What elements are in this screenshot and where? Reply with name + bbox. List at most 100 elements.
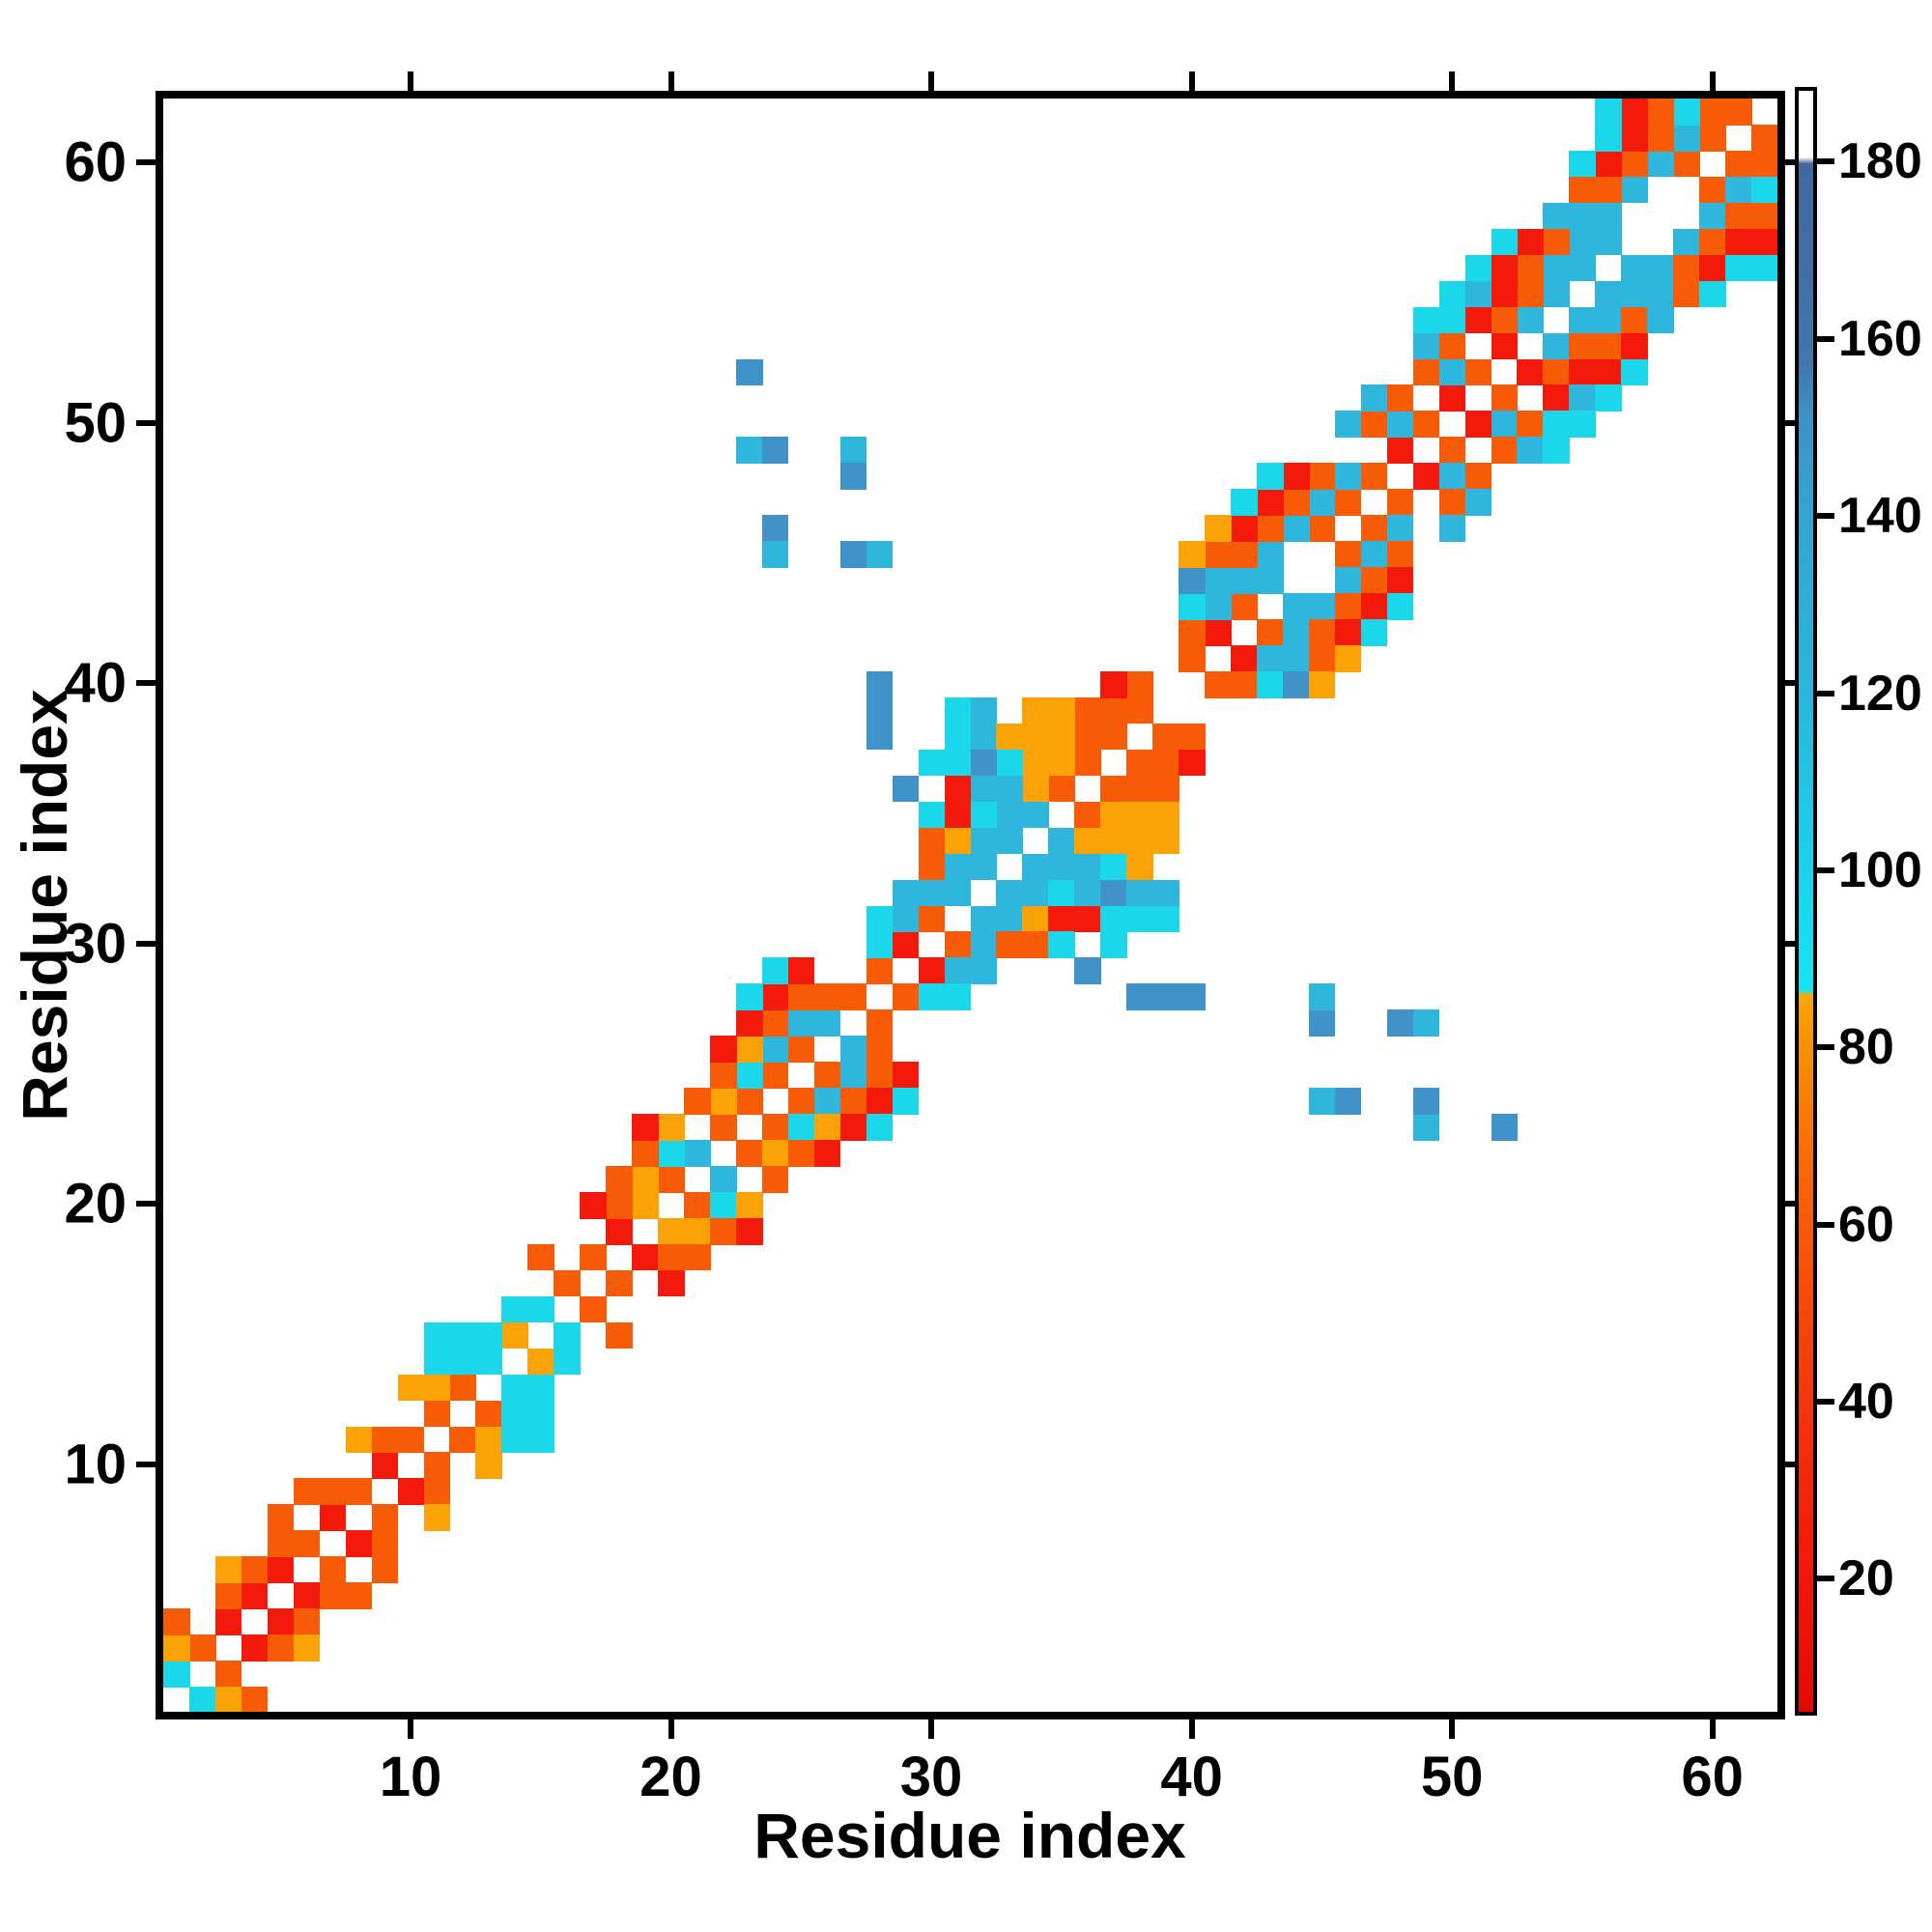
heatmap-cell (1386, 541, 1414, 568)
heatmap-cell (1412, 411, 1440, 438)
heatmap-cell (501, 1400, 528, 1428)
heatmap-cell (1360, 541, 1388, 568)
heatmap-cell (241, 1634, 269, 1662)
heatmap-cell (1386, 593, 1414, 620)
heatmap-cell (1074, 879, 1101, 907)
heatmap-cell (658, 1140, 685, 1167)
heatmap-cell (1751, 254, 1777, 282)
heatmap-cell (475, 1400, 502, 1428)
heatmap-cell (293, 1634, 321, 1662)
heatmap-cell (1595, 280, 1622, 308)
heatmap-cell (423, 1374, 451, 1402)
heatmap-cell (1360, 411, 1388, 438)
heatmap-cell (996, 749, 1024, 777)
heatmap-cell (735, 1088, 763, 1115)
heatmap-cell (1647, 306, 1674, 334)
heatmap-cell (423, 1478, 451, 1506)
x-axis-label: Residue index (753, 1800, 1186, 1871)
colorbar-tick (1817, 867, 1834, 873)
heatmap-cell (996, 801, 1024, 829)
colorbar-tick (1817, 1044, 1834, 1051)
heatmap-cell (1231, 489, 1258, 516)
heatmap-cell (658, 1217, 685, 1245)
heatmap-cell (1751, 124, 1777, 152)
heatmap-cell (735, 1009, 763, 1037)
axis-tick (1709, 1719, 1716, 1739)
heatmap-cell (839, 983, 867, 1010)
heatmap-cell (1699, 280, 1726, 308)
heatmap-cell (1438, 358, 1466, 386)
heatmap-cell (1412, 306, 1440, 334)
heatmap-cell (996, 775, 1024, 803)
heatmap-cell (1543, 228, 1571, 256)
heatmap-cell (319, 1556, 347, 1583)
heatmap-cell (1673, 280, 1700, 308)
heatmap-cell (1152, 775, 1179, 803)
heatmap-cell (866, 696, 894, 724)
heatmap-cell (1022, 775, 1049, 803)
heatmap-cell (866, 1062, 894, 1089)
heatmap-cell (1438, 306, 1466, 334)
axis-tick (668, 1719, 674, 1739)
heatmap-cell (1569, 332, 1596, 360)
heatmap-cell (580, 1295, 607, 1323)
heatmap-cell (1569, 358, 1596, 386)
heatmap-cell (1673, 254, 1700, 282)
axis-tick (408, 1719, 414, 1739)
heatmap-cell (1386, 567, 1414, 594)
heatmap-cell (658, 1114, 685, 1141)
heatmap-cell (761, 1062, 789, 1089)
heatmap-cell (527, 1400, 554, 1428)
heatmap-cell (1126, 983, 1153, 1010)
heatmap-cell (267, 1608, 295, 1635)
heatmap-cell (1673, 150, 1700, 178)
heatmap-cell (214, 1608, 242, 1635)
colorbar-tick-label: 100 (1838, 841, 1922, 898)
heatmap-cell (1438, 280, 1466, 308)
heatmap-cell (1725, 202, 1752, 230)
heatmap-cell (1491, 228, 1519, 256)
colorbar-tick-label: 160 (1838, 310, 1922, 367)
heatmap-cell (501, 1374, 528, 1402)
y-axis-label: Residue index (9, 689, 80, 1122)
heatmap-cell (658, 1166, 685, 1193)
heatmap-cell (1412, 1114, 1440, 1141)
heatmap-cell (1334, 593, 1362, 620)
heatmap-cell (1048, 879, 1075, 907)
heatmap-cell (1334, 644, 1362, 672)
heatmap-cell (554, 1269, 581, 1297)
heatmap-cell (475, 1348, 502, 1376)
heatmap-cell (1074, 801, 1101, 829)
heatmap-cell (423, 1348, 451, 1376)
heatmap-cell (1621, 332, 1648, 360)
heatmap-cell (1543, 358, 1571, 386)
heatmap-cell (709, 1191, 737, 1219)
heatmap-cell (839, 437, 867, 464)
heatmap-cell (163, 1608, 190, 1635)
heatmap-cell (1412, 1088, 1440, 1115)
heatmap-cell (345, 1478, 373, 1506)
heatmap-cell (1543, 411, 1571, 438)
axis-tick (1188, 1719, 1195, 1739)
heatmap-cell (527, 1426, 554, 1454)
heatmap-cell (1074, 827, 1101, 855)
heatmap-cell (1100, 670, 1127, 698)
heatmap-cell (1179, 723, 1206, 751)
y-tick-label: 10 (64, 1433, 127, 1496)
heatmap-cell (345, 1426, 373, 1454)
colorbar-tick-label: 180 (1838, 133, 1922, 190)
colorbar-tick-label: 80 (1838, 1019, 1894, 1076)
heatmap-cell (892, 1062, 920, 1089)
heatmap-cell (944, 879, 972, 907)
heatmap-cell (1256, 619, 1284, 646)
heatmap-cell (1231, 670, 1258, 698)
heatmap-cell (735, 983, 763, 1010)
heatmap-cell (1205, 670, 1232, 698)
heatmap-cell (1256, 463, 1284, 490)
colorbar-tick (1817, 1399, 1834, 1406)
heatmap-cell (1438, 384, 1466, 412)
heatmap-cell (423, 1321, 451, 1350)
colorbar-tick-label: 40 (1838, 1374, 1894, 1431)
heatmap-cell (1725, 99, 1752, 126)
heatmap-cell (501, 1426, 528, 1454)
